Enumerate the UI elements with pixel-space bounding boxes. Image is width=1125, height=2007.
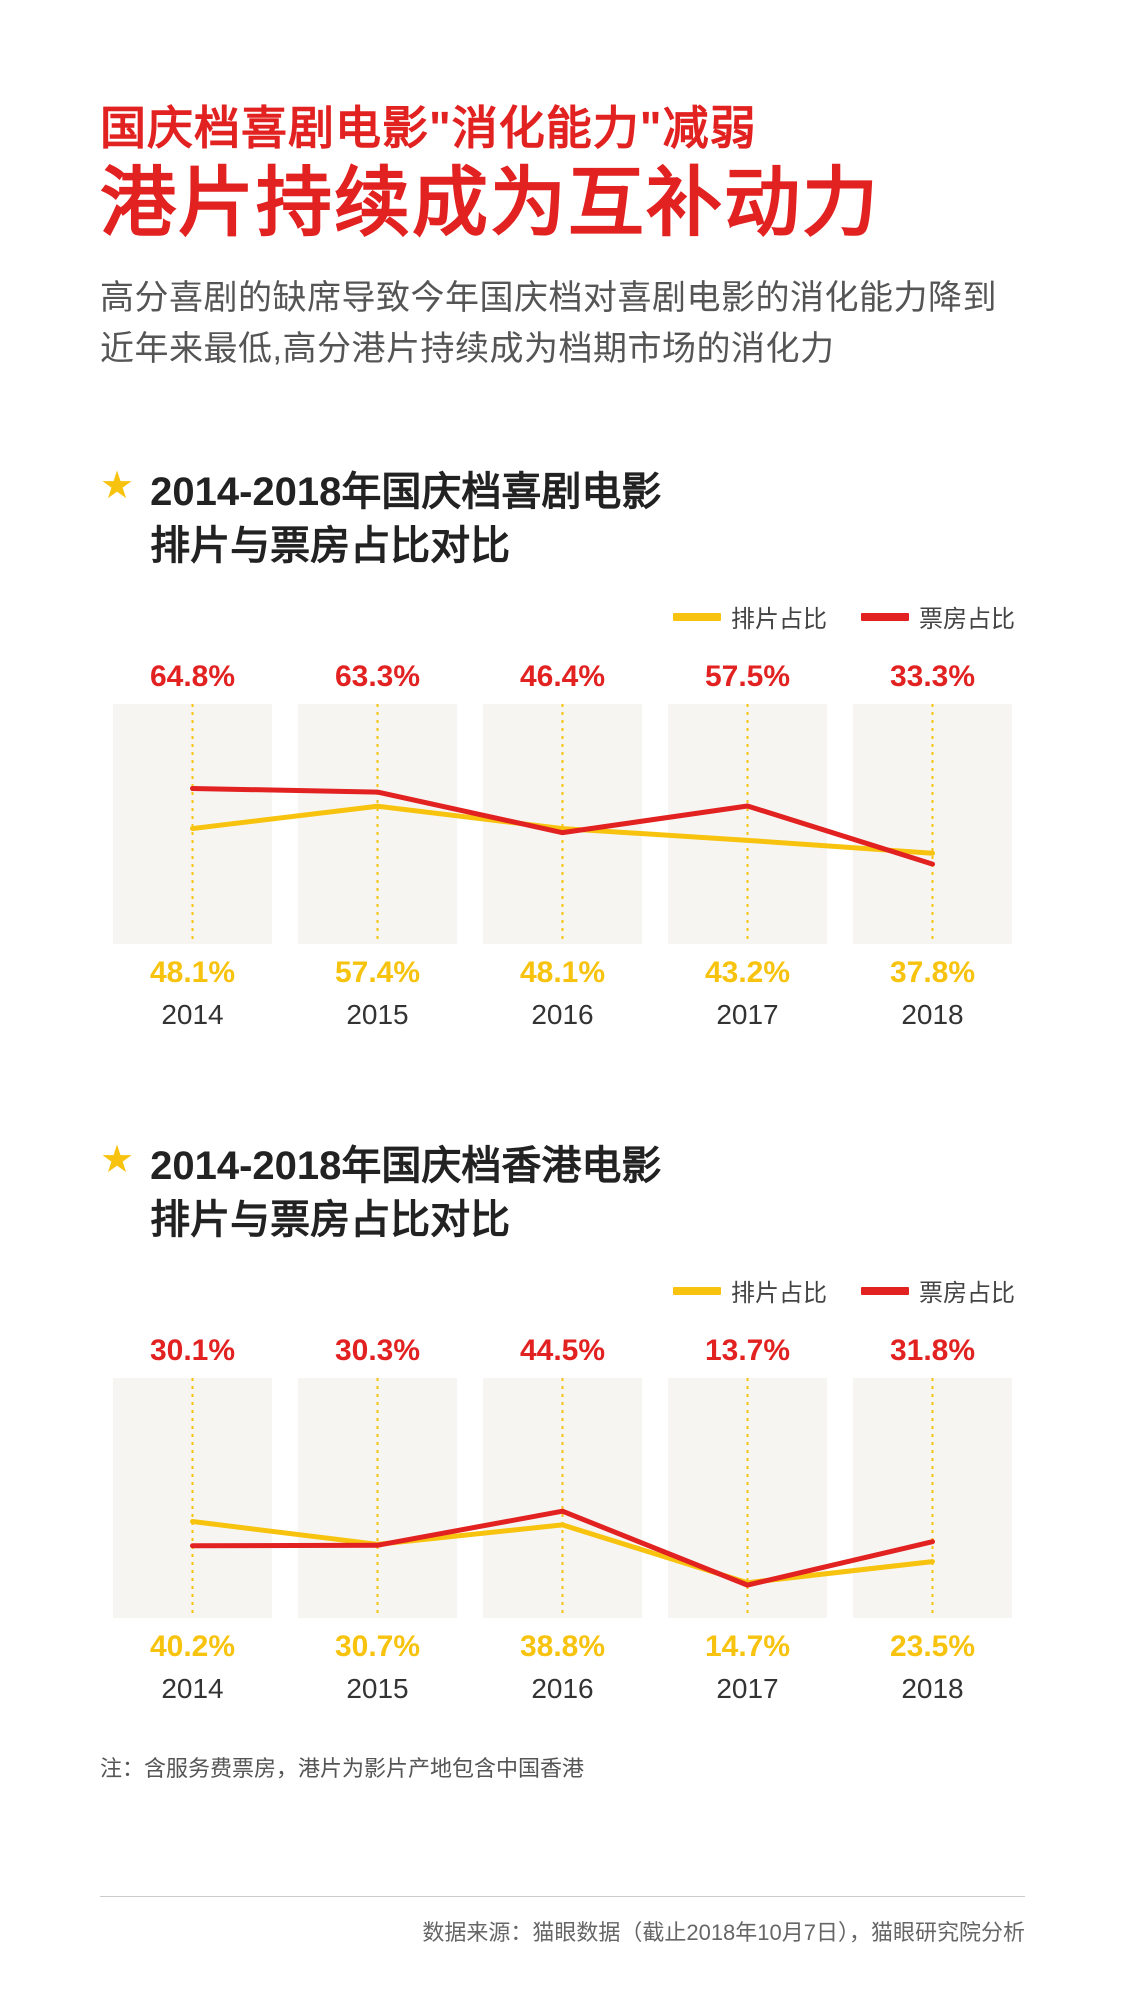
svg-text:30.3%: 30.3% bbox=[335, 1334, 420, 1367]
subtitle: 高分喜剧的缺席导致今年国庆档对喜剧电影的消化能力降到近年来最低,高分港片持续成为… bbox=[100, 273, 1025, 375]
svg-text:31.8%: 31.8% bbox=[890, 1334, 975, 1367]
chart2-title: 2014-2018年国庆档香港电影排片与票房占比对比 bbox=[150, 1139, 661, 1247]
svg-text:57.5%: 57.5% bbox=[705, 660, 790, 693]
svg-text:44.5%: 44.5% bbox=[520, 1334, 605, 1367]
legend-label-1: 排片占比 bbox=[731, 599, 827, 634]
star-icon: ★ bbox=[100, 1137, 134, 1182]
svg-text:2014: 2014 bbox=[161, 1673, 223, 1704]
svg-text:48.1%: 48.1% bbox=[520, 956, 605, 989]
legend-swatch-2 bbox=[861, 613, 909, 621]
chart1-title-row: ★ 2014-2018年国庆档喜剧电影排片与票房占比对比 bbox=[100, 465, 1025, 573]
chart1-legend: 排片占比 票房占比 bbox=[100, 599, 1015, 634]
svg-text:2015: 2015 bbox=[346, 1673, 408, 1704]
svg-text:46.4%: 46.4% bbox=[520, 660, 605, 693]
chart2: 30.1% 40.2% 2014 30.3% 30.7% 2015 44.5% 38.8% 20… bbox=[100, 1318, 1025, 1723]
legend-swatch-2 bbox=[861, 1287, 909, 1295]
svg-text:2017: 2017 bbox=[716, 1673, 778, 1704]
svg-text:30.1%: 30.1% bbox=[150, 1334, 235, 1367]
svg-text:37.8%: 37.8% bbox=[890, 956, 975, 989]
svg-text:33.3%: 33.3% bbox=[890, 660, 975, 693]
star-icon: ★ bbox=[100, 463, 134, 508]
source-row: 数据来源：猫眼数据（截止2018年10月7日），猫眼研究院分析 bbox=[100, 1896, 1025, 1947]
legend-item-1: 排片占比 bbox=[673, 599, 827, 634]
svg-text:30.7%: 30.7% bbox=[335, 1630, 420, 1663]
svg-text:2014: 2014 bbox=[161, 999, 223, 1030]
svg-text:48.1%: 48.1% bbox=[150, 956, 235, 989]
legend-swatch-1 bbox=[673, 1287, 721, 1295]
title-line1: 国庆档喜剧电影"消化能力"减弱 bbox=[100, 100, 1025, 158]
svg-text:2015: 2015 bbox=[346, 999, 408, 1030]
svg-text:2016: 2016 bbox=[531, 999, 593, 1030]
chart1: 64.8% 48.1% 2014 63.3% 57.4% 2015 46.4% 48.1% 20… bbox=[100, 644, 1025, 1049]
svg-text:64.8%: 64.8% bbox=[150, 660, 235, 693]
legend-item-2: 票房占比 bbox=[861, 599, 1015, 634]
footnote: 注：含服务费票房，港片为影片产地包含中国香港 bbox=[100, 1751, 1025, 1783]
svg-text:14.7%: 14.7% bbox=[705, 1630, 790, 1663]
svg-text:43.2%: 43.2% bbox=[705, 956, 790, 989]
svg-text:63.3%: 63.3% bbox=[335, 660, 420, 693]
svg-text:40.2%: 40.2% bbox=[150, 1630, 235, 1663]
svg-text:2017: 2017 bbox=[716, 999, 778, 1030]
svg-text:2018: 2018 bbox=[901, 1673, 963, 1704]
svg-text:13.7%: 13.7% bbox=[705, 1334, 790, 1367]
svg-text:23.5%: 23.5% bbox=[890, 1630, 975, 1663]
chart2-legend: 排片占比 票房占比 bbox=[100, 1273, 1015, 1308]
legend-label-2: 票房占比 bbox=[919, 599, 1015, 634]
legend-label-1: 排片占比 bbox=[731, 1273, 827, 1308]
title-line2: 港片持续成为互补动力 bbox=[100, 164, 1025, 244]
chart1-title: 2014-2018年国庆档喜剧电影排片与票房占比对比 bbox=[150, 465, 661, 573]
chart2-title-row: ★ 2014-2018年国庆档香港电影排片与票房占比对比 bbox=[100, 1139, 1025, 1247]
legend-label-2: 票房占比 bbox=[919, 1273, 1015, 1308]
legend-swatch-1 bbox=[673, 613, 721, 621]
legend-item-1: 排片占比 bbox=[673, 1273, 827, 1308]
legend-item-2: 票房占比 bbox=[861, 1273, 1015, 1308]
source-text: 数据来源：猫眼数据（截止2018年10月7日），猫眼研究院分析 bbox=[100, 1915, 1025, 1947]
svg-text:57.4%: 57.4% bbox=[335, 956, 420, 989]
svg-text:2018: 2018 bbox=[901, 999, 963, 1030]
svg-text:2016: 2016 bbox=[531, 1673, 593, 1704]
svg-text:38.8%: 38.8% bbox=[520, 1630, 605, 1663]
